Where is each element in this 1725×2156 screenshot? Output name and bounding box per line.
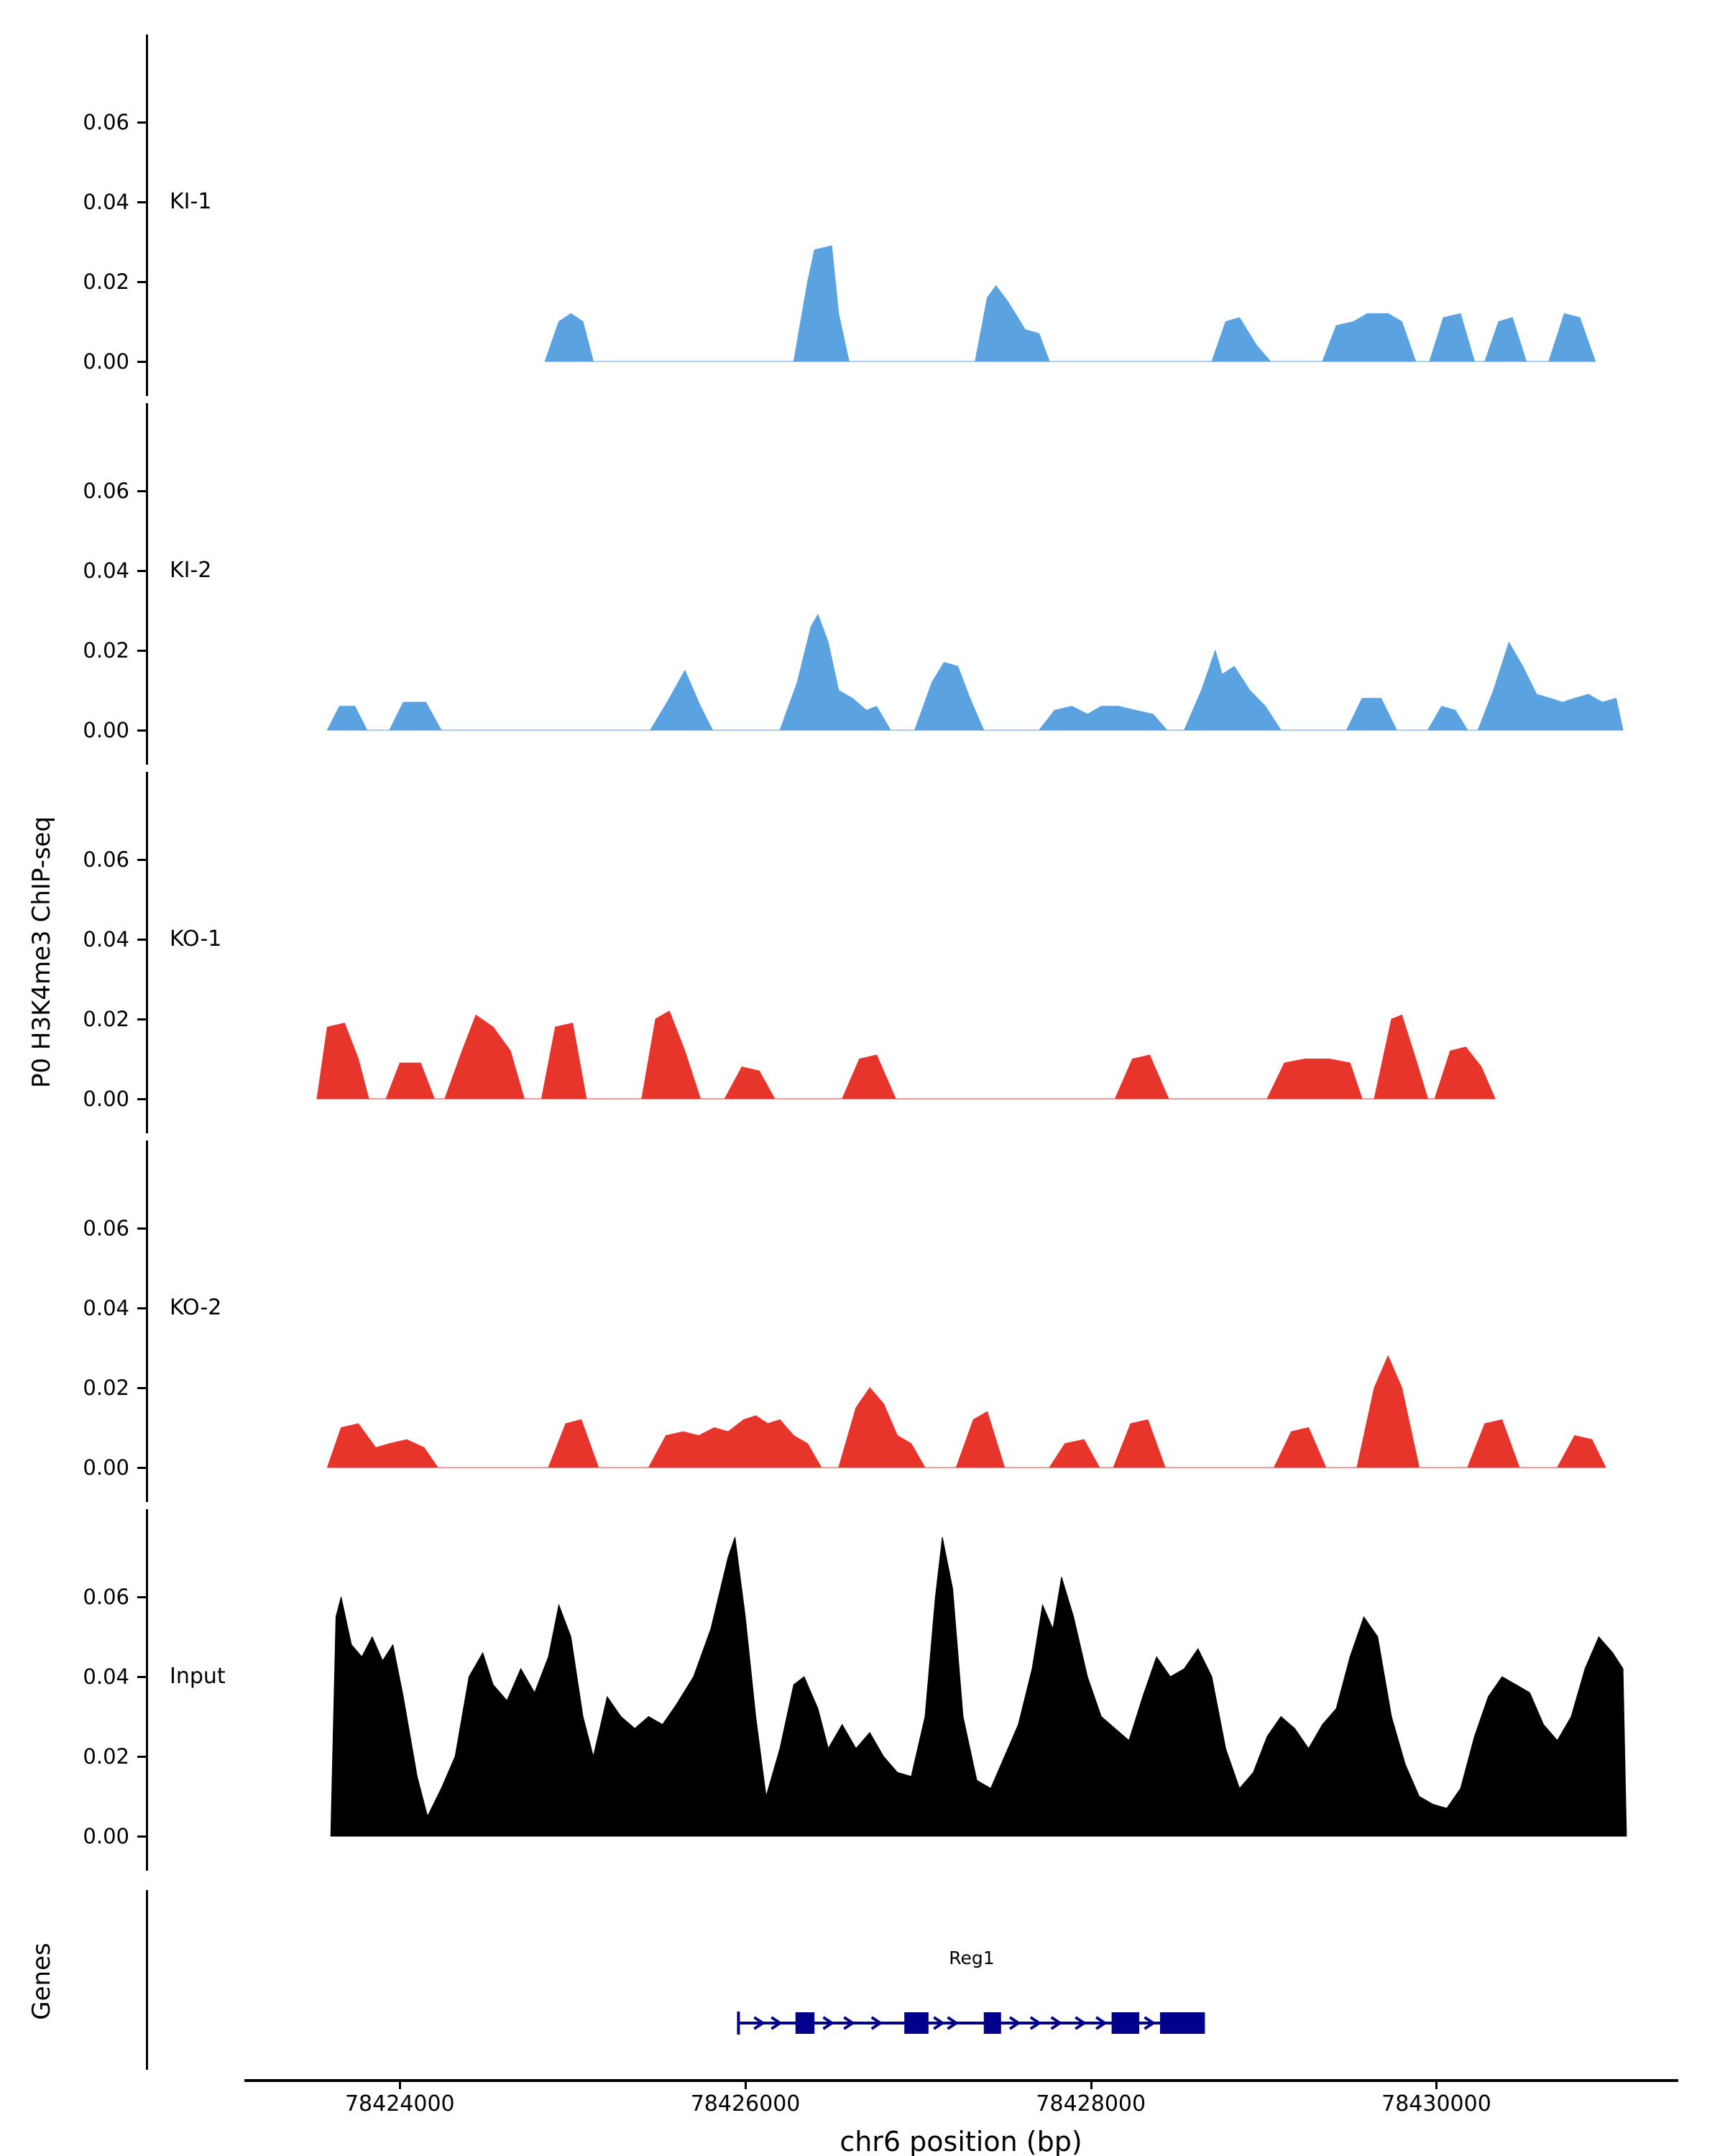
track-area-plot-ki-1 [544,245,1596,362]
x-tick-label: 78428000 [1036,2091,1146,2116]
y-axis-spine [146,1509,148,1871]
y-tick-label: 0.04 [83,190,129,214]
track-label-ki-1: KI-1 [170,189,212,214]
exon-box [1111,2012,1140,2034]
x-tick-label: 78430000 [1381,2091,1491,2116]
y-tick-mark [137,650,146,652]
strand-arrow [822,2016,835,2030]
strand-arrow [770,2016,783,2030]
strand-arrow [1008,2016,1021,2030]
y-tick-label: 0.04 [83,927,129,952]
x-tick-mark [399,2081,402,2089]
track-panel-ko-2: 0.00 0.02 0.04 0.06 KO-2 [0,1141,1725,1502]
gene-model-plot [737,2012,1205,2035]
y-tick-mark [137,1227,146,1230]
track-label-ki-2: KI-2 [170,558,212,583]
y-axis-spine [146,34,148,396]
strand-arrow [843,2016,855,2030]
strand-arrow [1075,2016,1087,2030]
strand-arrow [1050,2016,1063,2030]
y-tick-label: 0.00 [83,349,129,374]
y-tick-label: 0.00 [83,1824,129,1848]
track-panel-input: 0.00 0.02 0.04 0.06 Input [0,1509,1725,1871]
x-tick-label: 78424000 [344,2091,455,2116]
signal-area [316,1010,1496,1100]
y-tick-label: 0.00 [83,718,129,742]
y-tick-label: 0.02 [83,1007,129,1031]
genes-panel: Reg1 [0,1890,1725,2070]
exon-box [1159,2012,1205,2034]
y-tick-mark [137,1307,146,1309]
y-tick-label: 0.06 [83,847,129,872]
y-tick-mark [137,1596,146,1598]
x-tick-label: 78426000 [690,2091,801,2116]
y-tick-label: 0.06 [83,1216,129,1240]
y-tick-mark [137,490,146,492]
x-axis-title: chr6 position (bp) [840,2126,1082,2156]
track-area-plot-input [330,1537,1627,1837]
signal-area [330,1537,1627,1837]
y-tick-mark [137,939,146,941]
y-tick-label: 0.04 [83,558,129,583]
y-tick-label: 0.06 [83,110,129,134]
strand-arrow [753,2016,765,2030]
y-axis-spine [146,1141,148,1502]
y-tick-mark [137,201,146,203]
track-label-ko-2: KO-2 [170,1295,222,1320]
strand-arrow [1029,2016,1042,2030]
y-tick-label: 0.00 [83,1455,129,1480]
y-tick-label: 0.02 [83,270,129,294]
strand-arrow [1095,2016,1108,2030]
track-label-input: Input [170,1664,226,1689]
track-area-plot-ko-2 [326,1355,1606,1468]
strand-arrow [1144,2016,1156,2030]
y-tick-mark [137,1467,146,1469]
y-tick-label: 0.02 [83,638,129,663]
y-tick-mark [137,281,146,283]
x-tick-mark [745,2081,748,2089]
gene-label: Reg1 [949,1948,995,1968]
y-tick-mark [137,859,146,861]
strand-arrow [933,2016,945,2030]
track-panel-ki-1: 0.00 0.02 0.04 0.06 KI-1 [0,34,1725,396]
strand-arrow [870,2016,883,2030]
y-tick-label: 0.02 [83,1744,129,1769]
track-label-ko-1: KO-1 [170,926,222,952]
exon-box [795,2012,815,2034]
y-tick-label: 0.06 [83,479,129,503]
y-tick-label: 0.04 [83,1664,129,1689]
signal-area [326,613,1624,731]
y-axis-spine [146,772,148,1133]
y-tick-mark [137,1676,146,1678]
exon-box [904,2012,929,2034]
genes-axis-spine [146,1890,148,2070]
y-tick-mark [137,1018,146,1021]
x-tick-mark [1090,2081,1092,2089]
signal-area [326,1355,1606,1468]
y-axis-spine [146,403,148,765]
y-tick-label: 0.04 [83,1296,129,1320]
signal-area [544,245,1596,362]
y-tick-mark [137,361,146,363]
y-tick-mark [137,570,146,572]
y-tick-label: 0.06 [83,1585,129,1609]
x-tick-mark [1435,2081,1438,2089]
y-tick-mark [137,1387,146,1389]
y-tick-mark [137,121,146,124]
track-panel-ko-1: 0.00 0.02 0.04 0.06 KO-1 [0,772,1725,1133]
exon-box [983,2012,1001,2034]
y-tick-mark [137,1835,146,1838]
track-area-plot-ki-2 [326,613,1624,731]
y-tick-mark [137,1098,146,1100]
track-area-plot-ko-1 [316,1010,1496,1100]
y-tick-mark [137,1756,146,1758]
track-panel-ki-2: 0.00 0.02 0.04 0.06 KI-2 [0,403,1725,765]
y-tick-mark [137,729,146,732]
x-axis-line [244,2079,1678,2082]
strand-arrow [947,2016,960,2030]
y-tick-label: 0.02 [83,1376,129,1400]
y-tick-label: 0.00 [83,1087,129,1111]
